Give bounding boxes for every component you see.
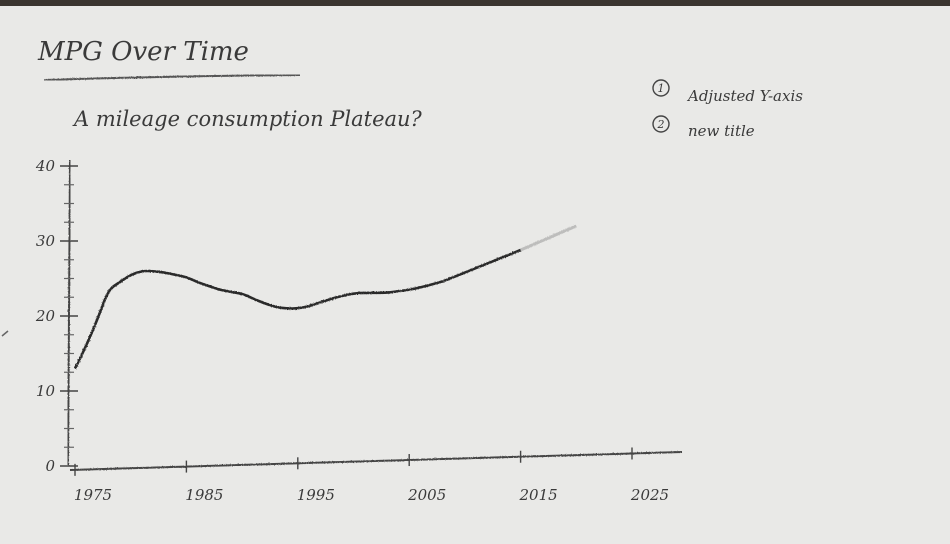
x-tick-label: 1975: [74, 486, 112, 504]
heading-underline: [43, 74, 301, 81]
y-tick-label: 0: [45, 457, 55, 475]
photo-edge: [0, 0, 950, 6]
note-1-number: 1: [658, 82, 665, 95]
y-tick-label: 10: [36, 382, 56, 400]
x-tick-label: 2025: [630, 486, 669, 504]
mpg-projection-line: [520, 224, 577, 252]
x-axis-ticks: 1975 1985 1995 2005 2015 2025: [74, 447, 669, 504]
y-tick-label: 20: [35, 307, 56, 325]
note-2-text: new title: [688, 122, 755, 140]
x-tick-label: 2005: [407, 486, 446, 504]
note-1: 1 Adjusted Y-axis: [652, 79, 803, 105]
page-heading: MPG Over Time: [37, 37, 249, 67]
note-2: 2 new title: [652, 115, 755, 140]
note-1-circle: [652, 79, 670, 97]
x-axis: [69, 451, 683, 471]
y-tick-label: 40: [35, 157, 56, 175]
stray-mark: [1, 330, 9, 337]
y-axis-ticks: 0 10 20 30 40: [35, 157, 78, 475]
note-2-number: 2: [657, 118, 665, 131]
y-tick-label: 30: [36, 232, 56, 250]
chart-title: A mileage consumption Plateau?: [72, 107, 423, 131]
x-tick-label: 1985: [185, 486, 223, 504]
y-minor-ticks: [64, 184, 74, 448]
y-axis: [67, 159, 71, 466]
note-1-text: Adjusted Y-axis: [686, 87, 803, 105]
mpg-series-line: [73, 248, 522, 370]
note-2-circle: [652, 115, 670, 133]
x-tick-label: 1995: [297, 486, 335, 504]
x-tick-label: 2015: [519, 486, 558, 504]
